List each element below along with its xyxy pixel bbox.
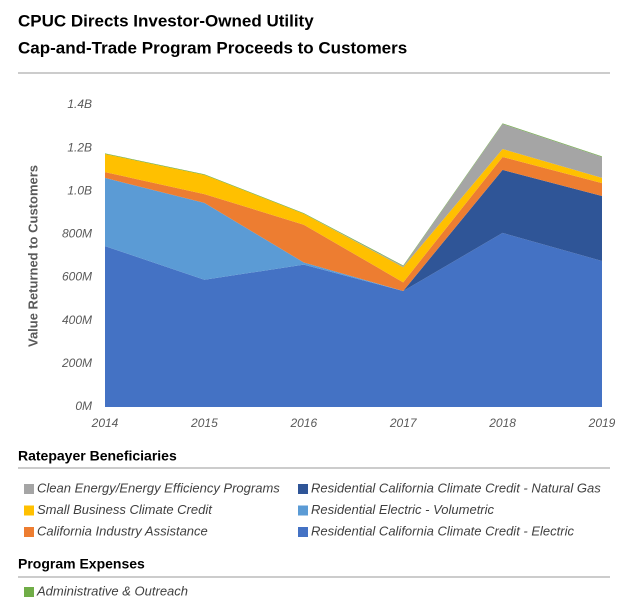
y-tick-label: 0M (75, 399, 92, 413)
area (105, 149, 602, 283)
legend-label: Administrative & Outreach (36, 583, 188, 598)
legend-group-title: Program Expenses (18, 556, 145, 572)
legend-label: Clean Energy/Energy Efficiency Programs (37, 480, 280, 495)
x-tick-label: 2019 (588, 416, 616, 430)
chart-title: CPUC Directs Investor-Owned Utility (18, 11, 314, 30)
area (105, 156, 602, 291)
legend-label: Small Business Climate Credit (37, 502, 213, 517)
legend-swatch (24, 505, 34, 516)
area (105, 169, 602, 291)
area (105, 123, 602, 268)
legend-group-title: Ratepayer Beneficiaries (18, 448, 177, 464)
x-tick-label: 2018 (488, 416, 516, 430)
y-tick-label: 1.4B (67, 97, 92, 111)
legend-label: Residential California Climate Credit - … (311, 480, 601, 495)
legend-swatch (24, 527, 34, 537)
x-tick-label: 2017 (389, 416, 418, 430)
y-tick-label: 800M (62, 227, 92, 241)
y-tick-label: 1.2B (67, 140, 92, 154)
x-tick-label: 2014 (91, 416, 119, 430)
y-tick-label: 600M (62, 270, 92, 284)
plot-area (105, 123, 602, 407)
legend-label: Residential California Climate Credit - … (311, 523, 574, 538)
area (105, 123, 602, 267)
legend-swatch (298, 527, 308, 537)
area (105, 232, 602, 407)
y-tick-label: 200M (61, 356, 92, 370)
x-tick-label: 2015 (190, 416, 218, 430)
legend-swatch (298, 484, 308, 494)
y-axis-label: Value Returned to Customers (25, 165, 40, 347)
x-tick-label: 2016 (289, 416, 317, 430)
legend-swatch (24, 484, 34, 494)
legend-label: Residential Electric - Volumetric (311, 502, 495, 517)
legend-label: California Industry Assistance (37, 523, 208, 538)
legend-swatch (24, 587, 34, 597)
legend-swatch (298, 505, 308, 516)
chart-title: Cap-and-Trade Program Proceeds to Custom… (18, 38, 407, 57)
y-tick-label: 1.0B (67, 183, 92, 197)
y-tick-label: 400M (62, 313, 92, 327)
